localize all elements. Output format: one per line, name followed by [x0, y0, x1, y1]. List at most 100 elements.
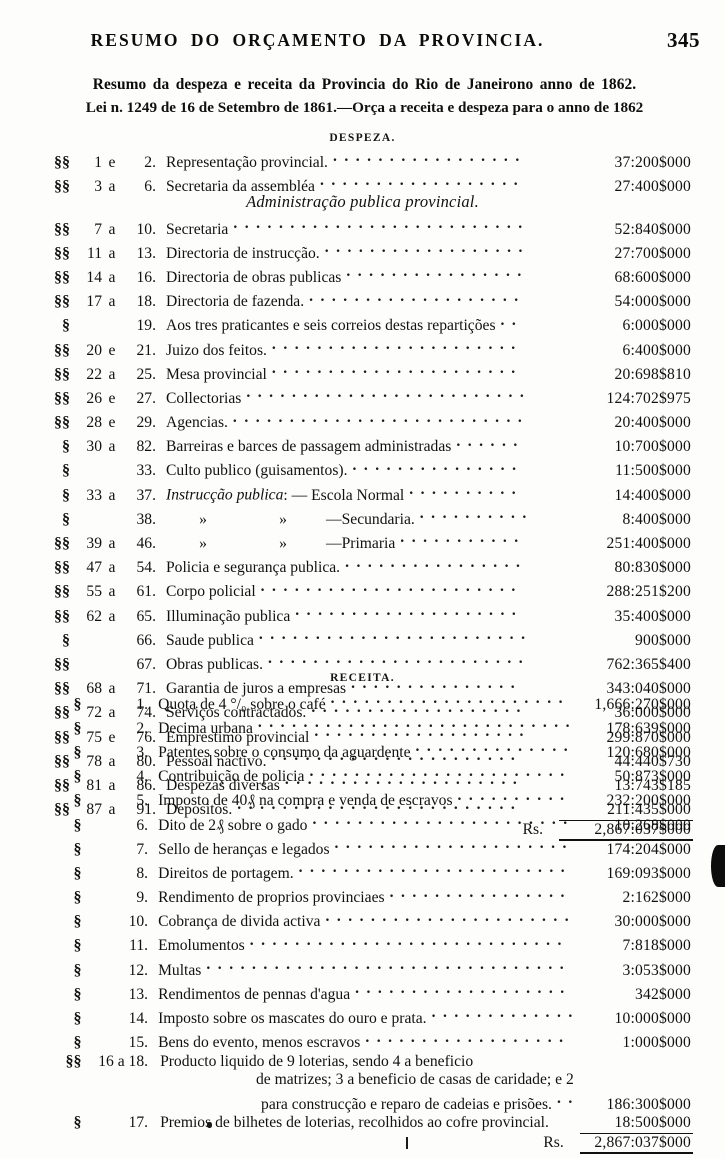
row-label-text: Obras publicas.: [166, 655, 264, 673]
row-label: Rendimento de proprios provinciaes......…: [154, 884, 580, 908]
row-label: Directoria de instrucção................…: [162, 239, 559, 263]
row-amount: 342$000: [635, 985, 691, 1003]
range-conjunction: a: [108, 704, 116, 722]
range-conjunction: a: [108, 559, 116, 577]
range-from: [76, 650, 102, 674]
lottery-row-line-3: para construcção e reparo de cadeias e p…: [58, 1090, 693, 1114]
ditto-mark: »: [279, 535, 287, 553]
despeza-table-top: §§ 1 e 2. Representação provincial..........…: [36, 148, 693, 196]
table-row: §§ 20 e 21. Juizo dos feitos................…: [36, 336, 693, 360]
paragraph-mark: §§: [54, 414, 70, 432]
ditto-mark: »: [279, 510, 287, 528]
row-amount-empty: [580, 1071, 693, 1090]
table-row: § 4. Contribuição de policia..............…: [58, 763, 693, 787]
range-conjunction: [102, 626, 122, 650]
row-label-text: Mesa provincial: [166, 365, 267, 383]
dot-leader: ........................: [258, 626, 533, 644]
range-to: 18.: [136, 293, 157, 311]
row-label: Direitos de portagem....................…: [154, 859, 580, 883]
row-label: Depositos..........................: [162, 796, 559, 821]
table-row: § 33. Culto publico (guisamentos).........…: [36, 457, 693, 481]
scan-edge-artifact: [711, 845, 725, 887]
row-amount: 6:400$000: [622, 341, 691, 359]
row-label: Secretaria..........................: [162, 215, 559, 239]
row-number: 6.: [136, 816, 149, 834]
dot-leader: .........................: [246, 384, 532, 402]
row-label: Saude publica........................: [162, 626, 559, 650]
row-label-text: Secretaria: [166, 220, 229, 238]
row-number: 2.: [136, 719, 149, 737]
row-label-italic: Instrucção publica: [166, 486, 284, 504]
row-amount: 27:400$000: [614, 177, 691, 195]
row-label: Juizo dos feitos.......................: [162, 336, 559, 360]
paragraph-mark: §: [73, 792, 82, 810]
paragraph-mark: §§: [65, 1052, 82, 1070]
dot-leader: .......................: [312, 810, 575, 828]
row-amount: 10:000$000: [614, 1010, 691, 1028]
table-row: §§ 14 a 16. Directoria de obras publicas....…: [36, 263, 693, 287]
row-label: Decima urbana...........................…: [154, 714, 580, 738]
row-label: Directoria de fazenda...................…: [162, 288, 559, 312]
table-row: §§ 26 e 27. Collectorias....................…: [36, 384, 693, 408]
row-number: 7.: [136, 840, 149, 858]
row-amount: 11:500$000: [615, 462, 691, 480]
row-label: Aos tres praticantes e seis correios des…: [162, 312, 559, 336]
row-label-text: —Primaria: [326, 535, 396, 553]
lottery-row-line-1: §§ 16 a 18. Producto liquido de 9 loterias…: [58, 1053, 693, 1072]
dot-leader: ..............: [415, 738, 576, 756]
table-row: § 33 a 37. Instrucção publica: — Escola Norm…: [36, 481, 693, 505]
range-conjunction: e: [108, 728, 116, 746]
dot-leader: ....................: [295, 602, 524, 619]
range-conjunction: e: [108, 414, 116, 432]
row-amount: 8:400$000: [622, 510, 691, 528]
dot-leader: ................: [389, 883, 572, 901]
table-row: § 5. Imposto de 40₰ na compra e venda de e…: [58, 787, 693, 811]
running-head: RESUMO DO ORÇAMENTO DA PROVINCIA. 345: [0, 28, 725, 60]
despeza-total-amount: 2,867:037$000: [559, 819, 693, 842]
dot-leader: .............: [431, 1004, 580, 1022]
paragraph-mark: §: [62, 486, 70, 504]
despeza-subheading-wrap: Administração publica provincial.: [0, 192, 725, 212]
row-amount: 30:000$000: [614, 913, 691, 931]
paragraph-mark: §: [73, 864, 82, 882]
row-label: Agencias...........................: [162, 409, 559, 433]
range-to: 54.: [136, 559, 157, 577]
row-label: Premios de bilhetes de loterias, recolhi…: [160, 1114, 549, 1132]
row-label: Imposto sobre os mascates do ouro e prat…: [154, 1004, 580, 1028]
row-label: Barreiras e barces de passagem administr…: [162, 433, 559, 457]
range-to: 91.: [136, 801, 157, 819]
range-from: [76, 312, 102, 336]
row-label-text: Pessoal nactivo.: [166, 752, 267, 770]
row-label-text: Quota de 4 °/₀ sobre o café: [158, 695, 326, 713]
row-label: Directoria de obras publicas............…: [162, 263, 559, 287]
receita-total-amount: 2,867:037$000: [579, 1133, 693, 1155]
range-from: 28: [86, 414, 102, 432]
row-label-text: Decima urbana: [158, 719, 253, 737]
table-row: § 9. Rendimento de proprios provinciaes...…: [58, 884, 693, 908]
row-label-text: Despezas diversas: [166, 776, 280, 794]
range-from: 62: [86, 607, 102, 625]
dot-leader: .......................: [309, 762, 572, 780]
row-label-text: Policia e segurança publica.: [166, 559, 341, 577]
range-conjunction: e: [108, 341, 116, 359]
ditto-mark: »: [199, 510, 207, 528]
row-label-text: Juizo dos feitos.: [166, 341, 267, 359]
caption-block: Resumo da despeza e receita da Provincia…: [36, 76, 693, 117]
range-to: 67.: [136, 655, 157, 673]
paragraph-mark: §§: [54, 293, 70, 311]
range-from: 30: [86, 438, 102, 456]
row-amount: 20:400$000: [614, 414, 691, 432]
range-to: 76.: [136, 728, 157, 746]
paragraph-mark: §: [73, 913, 82, 931]
despeza-subheading: Administração publica provincial.: [246, 192, 479, 211]
dot-leader: ..........: [409, 481, 524, 499]
table-row: §§ 68 a 71. Garantia de juros a empresas....…: [36, 675, 693, 699]
despeza-table-main: §§ 7 a 10. Secretaria.......................…: [36, 215, 693, 842]
range-conjunction: [102, 312, 122, 336]
dot-leader: ................................: [206, 956, 572, 974]
row-label-text: Rendimentos de pennas d'agua: [158, 985, 351, 1003]
range-conjunction: a: [108, 268, 116, 286]
row-amount: 80:830$000: [614, 559, 691, 577]
table-row: § 1. Quota de 4 °/₀ sobre o café..........…: [58, 690, 693, 714]
